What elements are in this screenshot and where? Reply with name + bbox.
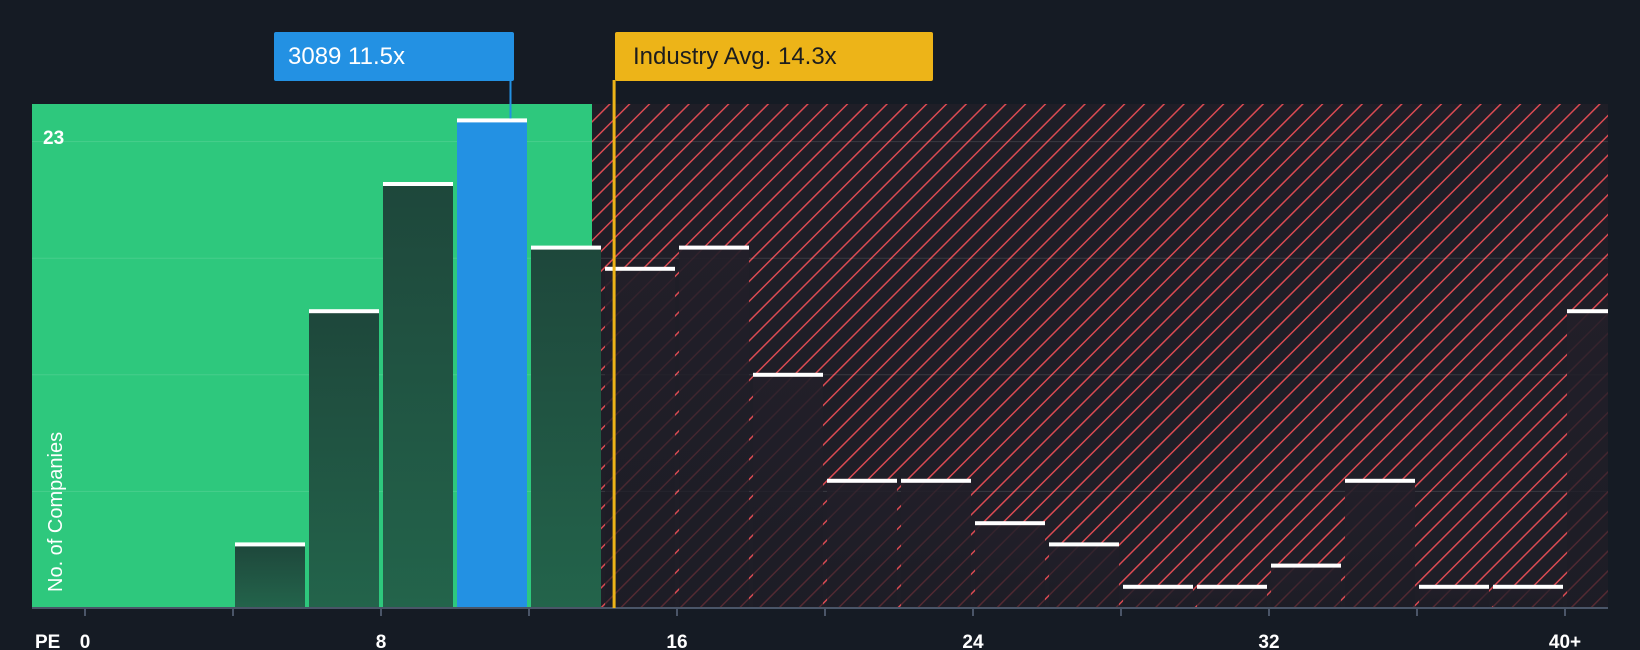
- bar-cap-40-42: [1567, 309, 1608, 314]
- bar-cap-22-24: [901, 478, 971, 483]
- bar-12-14: [531, 247, 601, 608]
- bar-36-38: [1419, 586, 1489, 608]
- industry-average-callout: Industry Avg. 14.3x: [615, 32, 933, 81]
- bar-14-16: [605, 268, 675, 608]
- bar-cap-4-6: [235, 542, 305, 547]
- bar-cap-12-14: [531, 245, 601, 250]
- y-axis-label: No. of Companies: [45, 432, 67, 592]
- bar-cap-30-32: [1197, 584, 1267, 589]
- bar-cap-38-40: [1493, 584, 1563, 589]
- bar-26-28: [1049, 544, 1119, 608]
- bar-cap-18-20: [753, 372, 823, 377]
- tick-label-40: 40+: [1549, 632, 1581, 650]
- bar-6-8: [309, 311, 379, 608]
- tick-label-8: 8: [376, 632, 387, 650]
- bar-cap-8-10: [383, 182, 453, 186]
- bar-cap-20-22: [827, 478, 897, 483]
- company-pe-callout: 3089 11.5x: [274, 32, 514, 81]
- tick-label-0: 0: [80, 632, 91, 650]
- y-max-label: 23: [43, 128, 64, 149]
- industry-average-label: Industry Avg. 14.3x: [633, 43, 837, 70]
- bar-18-20: [753, 374, 823, 608]
- bar-cap-36-38: [1419, 584, 1489, 589]
- bar-cap-14-16: [605, 266, 675, 271]
- bar-cap-32-34: [1271, 563, 1341, 568]
- bar-cap-6-8: [309, 309, 379, 314]
- bar-24-26: [975, 523, 1045, 608]
- tick-label-16: 16: [666, 632, 687, 650]
- bar-40-42: [1567, 311, 1608, 608]
- bar-38-40: [1493, 586, 1563, 608]
- bars: [235, 118, 1608, 609]
- bar-30-32: [1197, 586, 1267, 608]
- bar-4-6: [235, 544, 305, 608]
- bar-cap-26-28: [1049, 542, 1119, 547]
- bar-32-34: [1271, 565, 1341, 608]
- bar-34-36: [1345, 480, 1415, 608]
- bar-cap-34-36: [1345, 478, 1415, 483]
- company-pe-label: 3089 11.5x: [288, 43, 405, 70]
- x-ticks: 0 8 16 24 32 40+: [80, 608, 1581, 650]
- tick-label-24: 24: [962, 632, 984, 650]
- bar-cap-16-18: [679, 245, 749, 250]
- tick-label-32: 32: [1258, 632, 1279, 650]
- bar-cap-24-26: [975, 521, 1045, 526]
- bar-20-22: [827, 480, 897, 608]
- bar-16-18: [679, 247, 749, 608]
- metric-label: PE: [35, 632, 60, 650]
- bar-cap-28-30: [1123, 584, 1193, 589]
- bar-28-30: [1123, 586, 1193, 608]
- bar-22-24: [901, 480, 971, 608]
- bar-cap-10-12: [457, 118, 527, 123]
- bar-8-10: [383, 184, 453, 608]
- bar-10-12: [457, 120, 527, 609]
